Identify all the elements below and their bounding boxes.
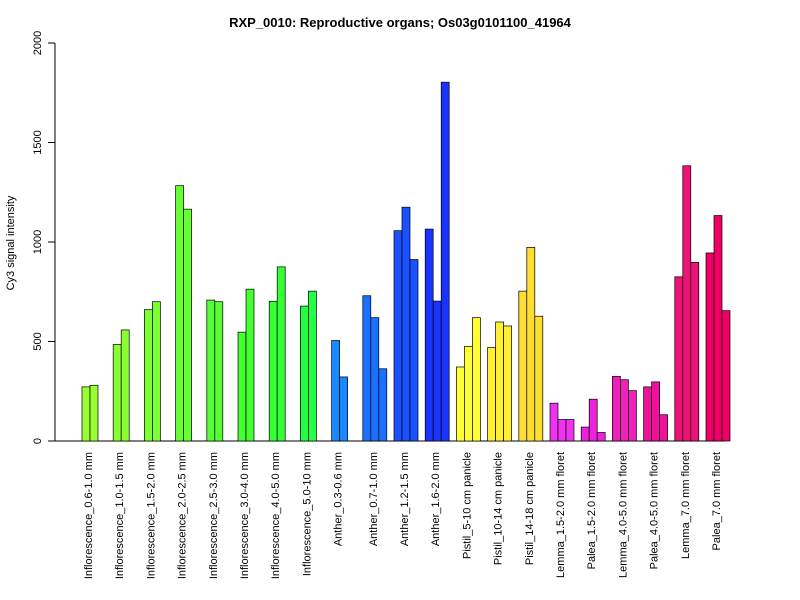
bar — [557, 419, 567, 442]
y-tick-label: 500 — [32, 332, 44, 350]
bar — [565, 419, 575, 442]
x-tick-label: Inflorescence_5.0-10 mm — [301, 452, 313, 576]
bar — [183, 208, 192, 442]
bar — [432, 300, 442, 442]
bar — [370, 317, 380, 442]
x-tick-label: Anther_1.6-2.0 mm — [430, 452, 442, 546]
bar — [393, 230, 403, 442]
x-tick-label: Inflorescence_2.0-2.5 mm — [177, 452, 189, 579]
bar — [612, 375, 621, 442]
x-tick-label: Palea_1.5-2.0 mm floret — [586, 452, 598, 569]
bar — [713, 215, 723, 442]
y-tick-label: 0 — [32, 438, 44, 444]
y-axis-ticks: 0 500 1000 1500 2000 — [32, 31, 55, 444]
bar — [112, 344, 122, 442]
x-tick-label: Pistil_5-10 cm panicle — [461, 452, 473, 559]
bar — [378, 368, 388, 442]
bar — [526, 247, 536, 442]
bar — [659, 414, 668, 442]
bar — [81, 386, 91, 442]
bar — [152, 301, 161, 442]
bar — [588, 398, 598, 442]
bar — [308, 290, 317, 442]
bar — [89, 384, 99, 442]
bar — [721, 310, 731, 442]
bar — [690, 261, 700, 442]
x-tick-label: Inflorescence_0.6-1.0 mm — [83, 452, 95, 579]
x-tick-label: Anther_0.3-0.6 mm — [333, 452, 345, 546]
bar — [440, 81, 450, 442]
x-tick-label: Inflorescence_4.0-5.0 mm — [270, 452, 282, 579]
x-tick-label: Inflorescence_1.0-1.5 mm — [114, 452, 126, 579]
bar — [214, 301, 224, 442]
bar — [175, 185, 184, 442]
y-tick-label: 1500 — [32, 130, 44, 154]
bar — [487, 347, 496, 442]
bar — [651, 381, 660, 442]
bar — [144, 309, 153, 442]
bar — [206, 299, 216, 442]
bar — [120, 329, 130, 442]
bar — [628, 390, 637, 442]
bar — [674, 276, 684, 442]
bar — [362, 295, 372, 442]
bar — [534, 315, 544, 442]
bar — [456, 366, 465, 442]
x-tick-label: Palea_7.0 mm floret — [711, 452, 723, 550]
bar — [580, 426, 590, 442]
bar — [409, 259, 419, 442]
bar — [268, 300, 278, 442]
bar — [682, 165, 692, 442]
x-tick-label: Anther_1.2-1.5 mm — [399, 452, 411, 546]
x-tick-label: Inflorescence_1.5-2.0 mm — [145, 452, 157, 579]
bar — [596, 432, 606, 442]
bar — [237, 331, 247, 442]
bar — [401, 206, 411, 442]
bar — [300, 305, 309, 442]
bar — [643, 386, 652, 442]
y-tick-label: 1000 — [32, 230, 44, 254]
bar — [472, 317, 481, 442]
chart-title: RXP_0010: Reproductive organs; Os03g0101… — [229, 15, 572, 30]
x-tick-label: Inflorescence_3.0-4.0 mm — [239, 452, 251, 579]
x-tick-label: Lemma_4.0-5.0 mm floret — [617, 452, 629, 578]
bar — [339, 376, 348, 442]
bar — [245, 288, 255, 442]
bar — [503, 325, 512, 442]
x-tick-label: Pistil_10-14 cm panicle — [493, 452, 505, 565]
bar — [705, 252, 715, 442]
bar — [331, 340, 340, 442]
x-tick-label: Inflorescence_2.5-3.0 mm — [208, 452, 220, 579]
bar — [518, 290, 528, 442]
bar — [620, 379, 629, 442]
y-tick-label: 2000 — [32, 31, 44, 55]
x-tick-label: Anther_0.7-1.0 mm — [368, 452, 380, 546]
x-tick-label: Pistil_14-18 cm panicle — [524, 452, 536, 565]
bar — [549, 402, 559, 442]
bars — [81, 81, 731, 442]
x-tick-label: Lemma_7.0 mm floret — [680, 452, 692, 559]
y-axis-label: Cy3 signal intensity — [5, 195, 17, 290]
bar — [276, 266, 286, 442]
bar — [495, 321, 504, 442]
x-tick-label: Palea_4.0-5.0 mm floret — [649, 452, 661, 569]
x-tick-label: Lemma_1.5-2.0 mm floret — [555, 452, 567, 578]
bar — [464, 346, 473, 442]
bar — [424, 228, 434, 442]
x-axis-labels: Inflorescence_0.6-1.0 mm Inflorescence_1.… — [83, 452, 723, 579]
